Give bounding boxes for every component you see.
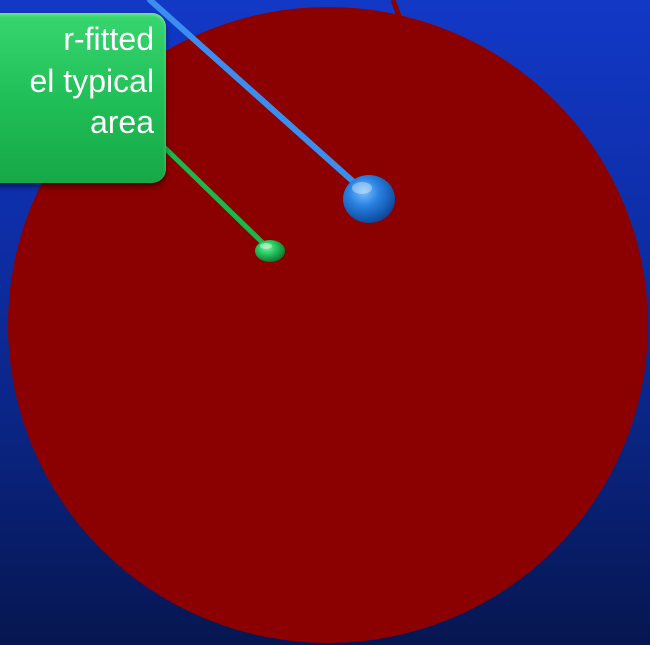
red-disc <box>8 7 648 643</box>
red-leader-line <box>390 0 402 17</box>
callout-text: r-fitted el typical area <box>30 19 155 144</box>
green-sphere-icon <box>255 240 285 262</box>
green-leader-line <box>162 145 271 251</box>
blue-sphere-icon <box>343 175 395 223</box>
callout-line-3: area <box>89 104 154 141</box>
callout-line-1: r-fitted <box>63 21 154 57</box>
callout-line-2: el typical <box>29 62 155 99</box>
blue-leader-line <box>147 0 360 188</box>
callout-box: r-fitted el typical area <box>0 13 166 183</box>
